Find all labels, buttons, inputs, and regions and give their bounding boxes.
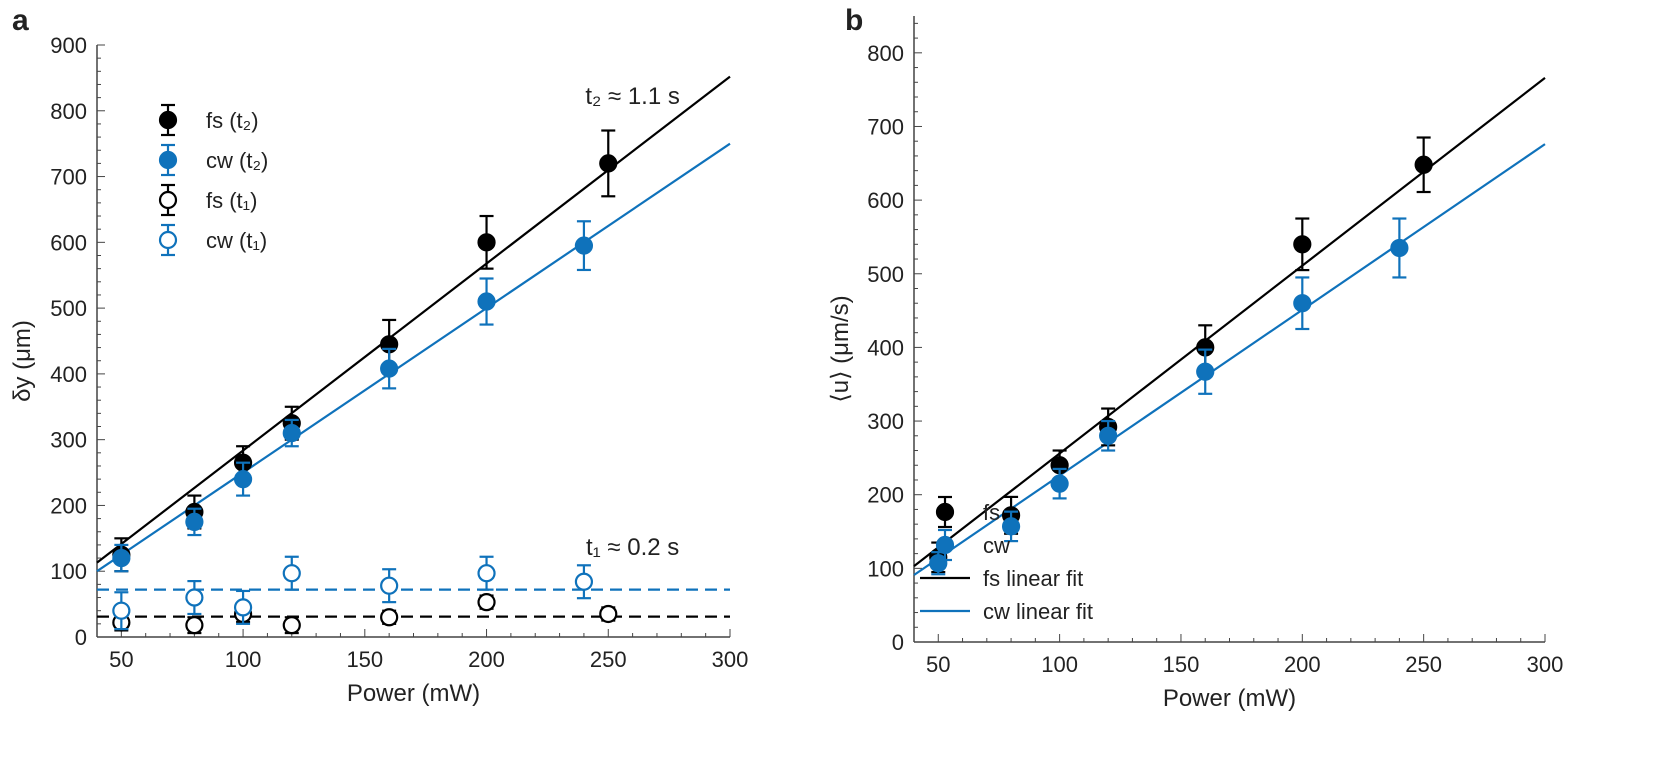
data-point xyxy=(380,359,399,378)
legend-label: cw (t₂) xyxy=(206,148,268,173)
data-point xyxy=(233,598,253,617)
x-tick-label: 100 xyxy=(225,647,262,672)
series-0 xyxy=(929,136,1433,574)
data-point xyxy=(477,593,496,612)
y-tick-label: 900 xyxy=(50,33,87,58)
data-point xyxy=(185,616,204,635)
x-tick-label: 150 xyxy=(346,647,383,672)
data-point xyxy=(599,154,618,173)
panel-b: b 50 100 150 200 250 300 0 100 200 300 400 500 600 700… xyxy=(827,4,1563,712)
data-point xyxy=(1293,294,1312,313)
data-point xyxy=(1390,238,1409,258)
x-tick-label: 300 xyxy=(1527,652,1564,677)
legend-marker xyxy=(935,502,955,522)
y-tick-label: 400 xyxy=(867,335,904,360)
data-point xyxy=(233,470,253,489)
y-tick-label: 200 xyxy=(50,493,87,518)
data-point xyxy=(574,572,594,591)
y-tick-label: 200 xyxy=(867,483,904,508)
legend-marker xyxy=(158,190,178,210)
data-point xyxy=(599,604,618,624)
y-tick-label: 800 xyxy=(50,99,87,124)
annotation: t₁ ≈ 0.2 s xyxy=(586,534,679,561)
data-point xyxy=(380,576,399,595)
y-tick-label: 100 xyxy=(867,556,904,581)
data-point xyxy=(1050,474,1069,493)
data-point xyxy=(112,548,131,568)
legend: fs (t₂) cw (t₂) fs (t₁) cw (t₁) xyxy=(158,103,268,257)
y-tick-label: 300 xyxy=(867,409,904,434)
fit-line xyxy=(96,142,731,573)
legend-label: fs (t₁) xyxy=(206,188,257,213)
legend-label: cw xyxy=(983,533,1010,558)
legend-label: cw (t₁) xyxy=(206,228,267,253)
panel-label: b xyxy=(845,4,863,37)
data-point xyxy=(477,233,496,252)
legend-marker xyxy=(935,535,955,555)
series-1 xyxy=(112,220,594,573)
y-tick-label: 100 xyxy=(50,559,87,584)
x-tick-label: 200 xyxy=(468,647,505,672)
data-point xyxy=(185,588,204,607)
y-tick-label: 0 xyxy=(892,630,904,655)
data-point xyxy=(282,423,301,443)
x-tick-label: 300 xyxy=(712,647,749,672)
y-tick-label: 0 xyxy=(75,625,87,650)
data-point xyxy=(477,564,496,583)
legend-label: fs linear fit xyxy=(983,566,1083,591)
x-tick-label: 150 xyxy=(1163,652,1200,677)
y-tick-label: 600 xyxy=(50,230,87,255)
y-axis-label: ⟨u⟩ (μm/s) xyxy=(827,295,854,402)
y-tick-label: 300 xyxy=(50,428,87,453)
x-tick-label: 250 xyxy=(590,647,627,672)
x-axis-label: Power (mW) xyxy=(1163,685,1296,712)
data-point xyxy=(477,292,496,311)
x-tick-label: 200 xyxy=(1284,652,1321,677)
y-axis-label: δy (μm) xyxy=(9,320,36,402)
series-2 xyxy=(112,593,618,635)
data-point xyxy=(282,564,301,583)
legend-marker xyxy=(158,150,178,170)
annotation: t₂ ≈ 1.1 s xyxy=(585,83,680,110)
legend-marker xyxy=(158,110,178,130)
fit-line xyxy=(913,76,1546,568)
legend-label: fs xyxy=(983,500,1000,525)
data-point xyxy=(1414,155,1433,174)
fit-line xyxy=(913,143,1546,576)
legend-marker xyxy=(158,230,178,250)
data-point xyxy=(1001,517,1021,536)
x-tick-label: 250 xyxy=(1405,652,1442,677)
data-point xyxy=(282,616,301,635)
y-tick-label: 400 xyxy=(50,362,87,387)
data-point xyxy=(112,601,131,620)
fit-line xyxy=(96,75,731,564)
x-tick-label: 50 xyxy=(926,652,950,677)
legend-label: cw linear fit xyxy=(983,599,1093,624)
y-tick-label: 500 xyxy=(50,296,87,321)
y-tick-label: 600 xyxy=(867,188,904,213)
y-tick-label: 700 xyxy=(867,114,904,139)
series-3 xyxy=(112,555,594,631)
data-point xyxy=(1196,362,1215,381)
data-point xyxy=(1293,235,1312,254)
series-1 xyxy=(929,217,1409,576)
panel-a: a 50 100 150 200 250 300 0 100 200 300 400 500 600 700… xyxy=(9,4,748,707)
panel-label: a xyxy=(12,4,29,37)
data-point xyxy=(1099,426,1118,445)
legend: fs cw fs linear fit cw linear fit xyxy=(920,495,1093,624)
y-tick-label: 700 xyxy=(50,165,87,190)
x-tick-label: 50 xyxy=(109,647,133,672)
series-0 xyxy=(112,129,618,573)
y-tick-label: 800 xyxy=(867,41,904,66)
legend-label: fs (t₂) xyxy=(206,108,259,133)
y-tick-label: 500 xyxy=(867,262,904,287)
data-point xyxy=(929,554,948,573)
data-point xyxy=(574,236,594,255)
x-tick-label: 100 xyxy=(1041,652,1078,677)
data-point xyxy=(185,512,204,531)
x-axis-label: Power (mW) xyxy=(347,680,480,707)
data-point xyxy=(380,608,399,627)
